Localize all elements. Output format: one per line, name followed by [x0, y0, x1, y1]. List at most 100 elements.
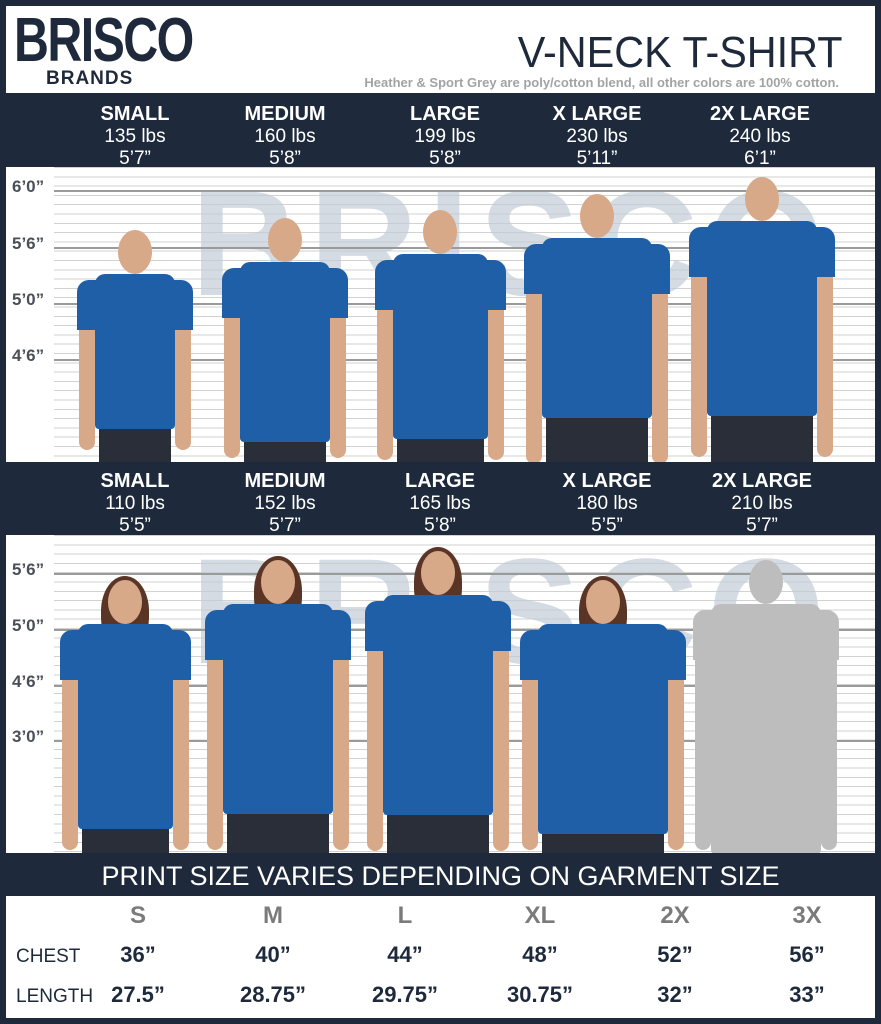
measurement-label: CHEST: [16, 946, 81, 967]
model-figure: [205, 556, 351, 853]
size-name: X LARGE: [552, 103, 642, 125]
model-figure: [693, 560, 839, 853]
size-weight: 230 lbs: [566, 126, 628, 147]
size-column-header: M: [263, 902, 283, 929]
head: [580, 194, 614, 238]
size-label: LARGE 165 lbs 5’8”: [360, 470, 520, 537]
head: [108, 580, 142, 624]
size-label: MEDIUM 152 lbs 5’7”: [205, 470, 365, 537]
size-height: 5’8”: [429, 148, 461, 169]
men-size-labels: SMALL 135 lbs 5’7” MEDIUM 160 lbs 5’8” LARGE 19…: [6, 93, 875, 170]
measurement-value: 32”: [657, 982, 693, 1007]
measurement-value: 33”: [789, 982, 825, 1007]
head: [586, 580, 620, 624]
model-figure: [59, 576, 191, 853]
measurement-value: 48”: [522, 942, 558, 967]
size-label: SMALL 110 lbs 5’5”: [55, 470, 215, 537]
size-label: 2X LARGE 210 lbs 5’7”: [682, 470, 842, 537]
size-name: 2X LARGE: [709, 103, 811, 125]
size-weight: 210 lbs: [731, 493, 793, 514]
size-height: 5’7”: [119, 148, 151, 169]
size-name: MEDIUM: [244, 470, 326, 492]
model-figure: [524, 194, 670, 462]
size-weight: 180 lbs: [576, 493, 638, 514]
arm: [652, 254, 668, 462]
height-mark: 4’6”: [12, 346, 45, 365]
height-mark: 3’0”: [12, 727, 45, 746]
shirt: [223, 604, 333, 814]
size-label: X LARGE 230 lbs 5’11”: [517, 103, 677, 170]
size-table: S M L XL 2X 3X CHEST 36” 40” 44” 48” 52” 56” LENGTH 27…: [6, 896, 875, 1018]
size-column-header: S: [129, 902, 146, 929]
pants: [711, 410, 813, 462]
size-column-header: L: [397, 902, 413, 929]
size-weight: 152 lbs: [254, 493, 316, 514]
arm: [691, 237, 707, 457]
height-mark: 6’0”: [12, 177, 45, 196]
size-name: MEDIUM: [244, 103, 326, 125]
height-mark: 4’6”: [12, 672, 45, 691]
shirt: [77, 624, 173, 829]
shirt: [392, 254, 488, 439]
size-name: LARGE: [410, 103, 480, 125]
arm: [224, 278, 240, 458]
measurement-value: 29.75”: [371, 982, 439, 1007]
height-mark: 5’0”: [12, 290, 45, 309]
measurement-value: 30.75”: [506, 982, 574, 1007]
measurement-value: 27.5”: [111, 982, 165, 1007]
pants: [99, 423, 171, 462]
arm: [172, 640, 189, 850]
arm: [175, 290, 191, 450]
size-label: MEDIUM 160 lbs 5’8”: [205, 103, 365, 170]
height-mark: 5’6”: [12, 234, 45, 253]
size-weight: 110 lbs: [105, 493, 165, 514]
arm: [493, 611, 509, 851]
measurement-value: 28.75”: [239, 982, 307, 1007]
brand-logo: BRISCO: [14, 6, 194, 75]
arm: [821, 620, 837, 850]
arm: [207, 620, 223, 850]
header: BRISCO BRANDS V-NECK T-SHIRT Heather & S…: [6, 6, 875, 93]
head: [118, 230, 152, 274]
shirt: [538, 624, 668, 834]
arm: [79, 290, 95, 450]
measurement-value: 52”: [657, 942, 693, 967]
size-column-header: 2X: [660, 902, 690, 929]
arm: [817, 237, 833, 457]
size-height: 5’7”: [746, 515, 778, 536]
model-figure: [520, 576, 686, 853]
size-weight: 240 lbs: [729, 126, 791, 147]
model-figure: [77, 230, 193, 462]
measurement-label: LENGTH: [16, 986, 94, 1007]
arm: [61, 640, 78, 850]
size-height: 5’11”: [576, 148, 618, 169]
arm: [376, 270, 393, 460]
pants: [227, 808, 329, 853]
arm: [330, 278, 346, 458]
shirt: [95, 274, 175, 429]
size-name: X LARGE: [562, 470, 652, 492]
arm: [333, 620, 349, 850]
fabric-note: Heather & Sport Grey are poly/cotton ble…: [364, 75, 839, 90]
size-weight: 165 lbs: [409, 493, 471, 514]
size-height: 5’8”: [269, 148, 301, 169]
measurement-value: 56”: [789, 942, 825, 967]
arm: [695, 620, 711, 850]
brand-logo-subtitle: BRANDS: [46, 68, 134, 89]
shirt: [240, 262, 330, 442]
shirt: [542, 238, 652, 418]
size-height: 5’7”: [269, 515, 301, 536]
model-figure: [222, 218, 348, 462]
head: [423, 210, 457, 254]
height-line: [54, 247, 875, 249]
arm: [668, 640, 684, 850]
arm: [522, 640, 538, 850]
measurement-value: 36”: [120, 942, 156, 967]
men-photo: BRISCO 6’0” 5’6” 5’0” 4’6”: [6, 167, 875, 462]
head: [749, 560, 783, 604]
size-height: 5’5”: [591, 515, 623, 536]
arm: [526, 254, 542, 462]
height-line: [54, 573, 875, 575]
head: [261, 560, 295, 604]
women-photo: BRISCO 5’6” 5’0” 4’6” 3’0”: [6, 535, 875, 853]
